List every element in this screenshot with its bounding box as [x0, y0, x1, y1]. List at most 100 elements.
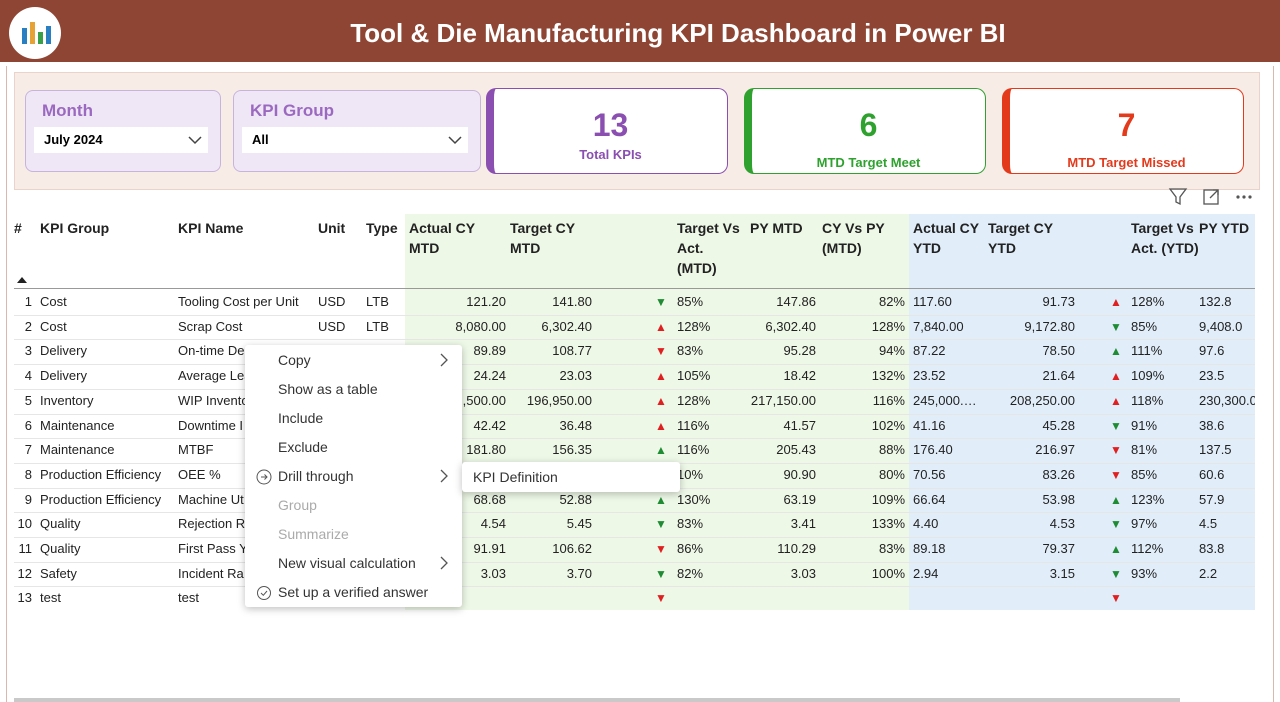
table-cell: 5 — [24, 392, 32, 408]
table-cell: 123% — [1131, 491, 1165, 507]
table-cell: 3.41 — [790, 516, 816, 532]
kpi-card: 7 MTD Target Missed — [1002, 88, 1244, 174]
table-cell: 6,302.40 — [541, 318, 592, 334]
column-header[interactable]: Target Vs Act. (YTD) — [1131, 220, 1199, 256]
table-cell: 112% — [1131, 541, 1164, 556]
table-cell: 4.5 — [1199, 516, 1218, 532]
visual-header-icons[interactable] — [1166, 186, 1262, 208]
table-cell: 128% — [677, 392, 711, 408]
table-cell: 216.97 — [1035, 442, 1075, 458]
column-header[interactable]: Unit — [318, 220, 346, 236]
menu-item: Summarize — [278, 526, 349, 542]
column-header[interactable]: Type — [366, 220, 398, 236]
table-cell: 128% — [1131, 294, 1165, 309]
table-cell: 41.57 — [783, 417, 816, 433]
scrollbar[interactable] — [14, 698, 1180, 702]
kpi-group-slicer[interactable]: KPI Group All — [233, 90, 481, 172]
chevron — [188, 136, 202, 145]
status-arrow: ▲ — [1110, 295, 1122, 309]
table-cell: Safety — [40, 565, 77, 581]
table-cell: 133% — [871, 516, 905, 532]
table-cell: 3.03 — [790, 565, 816, 581]
table-cell: 82% — [878, 294, 905, 309]
table-cell: 13 — [17, 590, 32, 606]
menu-item[interactable]: Set up a verified answer — [278, 584, 429, 600]
column-header[interactable]: PY YTD — [1199, 220, 1250, 236]
status-arrow: ▼ — [655, 344, 667, 359]
row-divider — [14, 314, 1255, 316]
submenu-chevron — [440, 469, 448, 483]
table-cell: Maintenance — [40, 417, 115, 433]
table-cell: 81% — [1131, 442, 1158, 458]
table-cell: 156.35 — [552, 442, 592, 458]
status-arrow: ▲ — [655, 492, 667, 507]
table-cell: Average Lea — [178, 368, 252, 384]
card-value: 13 — [592, 107, 629, 143]
logo — [9, 7, 61, 59]
status-arrow: ▼ — [1110, 467, 1122, 482]
table-cell: 205.43 — [776, 442, 816, 458]
table-cell: 8,080.00 — [455, 318, 506, 334]
table-cell: 117.60 — [913, 294, 952, 309]
kpi-card: 6 MTD Target Meet — [744, 88, 986, 174]
menu-item: Group — [278, 497, 317, 513]
column-header[interactable]: CY Vs PY (MTD) — [822, 220, 885, 256]
menu-item[interactable]: Exclude — [278, 439, 328, 455]
table-cell: Cost — [40, 318, 67, 334]
table-cell: Quality — [40, 516, 81, 532]
table-cell: 137.5 — [1199, 442, 1232, 458]
column-header[interactable]: Target CY MTD — [510, 220, 575, 256]
card-label: MTD Target Meet — [816, 155, 921, 170]
menu-icon — [257, 586, 271, 600]
table-cell: 42.42 — [473, 417, 506, 433]
table-cell: 4.54 — [480, 516, 506, 532]
status-arrow: ▲ — [1110, 393, 1122, 408]
table-cell: 6,302.40 — [765, 318, 816, 334]
table-cell: 1 — [24, 294, 32, 309]
table-cell: test — [40, 590, 61, 606]
menu-item[interactable]: Show as a table — [278, 381, 378, 397]
table-cell: 97% — [1131, 516, 1158, 532]
menu-item[interactable]: New visual calculation — [278, 555, 416, 571]
table-cell: 4.53 — [1049, 516, 1075, 532]
column-header[interactable]: Target Vs Act. (MTD) — [677, 220, 740, 276]
column-header[interactable]: Actual CY YTD — [913, 220, 979, 256]
table-cell: 11 — [18, 541, 33, 556]
status-arrow: ▲ — [655, 369, 667, 384]
table-cell: OEE % — [178, 466, 221, 482]
table-cell: First Pass Yi — [178, 541, 251, 556]
submenu-item[interactable]: KPI Definition — [473, 469, 558, 485]
status-arrow: ▲ — [655, 443, 667, 458]
menu-item[interactable]: Drill through — [278, 468, 354, 484]
table-cell: WIP Invento — [178, 392, 249, 408]
table-cell: 2.94 — [913, 565, 939, 581]
column-header[interactable]: PY MTD — [750, 220, 803, 236]
table-cell: Downtime I — [178, 417, 244, 433]
menu-item[interactable]: Include — [278, 410, 324, 426]
table-cell: ,500.00 — [462, 392, 506, 408]
dashboard-title: Tool & Die Manufacturing KPI Dashboard i… — [350, 18, 1006, 48]
table-cell: 97.6 — [1199, 343, 1225, 359]
month-slicer[interactable]: Month July 2024 — [25, 90, 221, 172]
table-cell: 66.64 — [913, 491, 946, 507]
column-header[interactable]: Target CY YTD — [988, 220, 1053, 256]
table-cell: 132.8 — [1199, 294, 1232, 309]
table-cell: 2 — [24, 318, 32, 334]
submenu-chevron — [440, 556, 448, 570]
sort-indicator[interactable] — [16, 276, 28, 284]
column-header[interactable]: KPI Name — [178, 220, 244, 236]
table-cell: 181.80 — [466, 442, 506, 458]
column-header[interactable]: # — [14, 220, 22, 236]
table-cell: 116% — [872, 392, 905, 408]
slicer-dropdown[interactable]: July 2024 — [34, 127, 208, 153]
table-cell: 116% — [677, 417, 710, 433]
table-cell: 41.16 — [913, 417, 946, 433]
column-header[interactable]: Actual CY MTD — [409, 220, 475, 256]
menu-item[interactable]: Copy — [278, 352, 311, 368]
status-arrow: ▼ — [1110, 517, 1122, 532]
slicer-dropdown[interactable]: All — [242, 127, 468, 153]
kpi-card: 13 Total KPIs — [486, 88, 728, 174]
column-header[interactable]: KPI Group — [40, 220, 110, 236]
table-cell: 87.22 — [913, 343, 946, 359]
status-arrow: ▼ — [655, 591, 667, 606]
